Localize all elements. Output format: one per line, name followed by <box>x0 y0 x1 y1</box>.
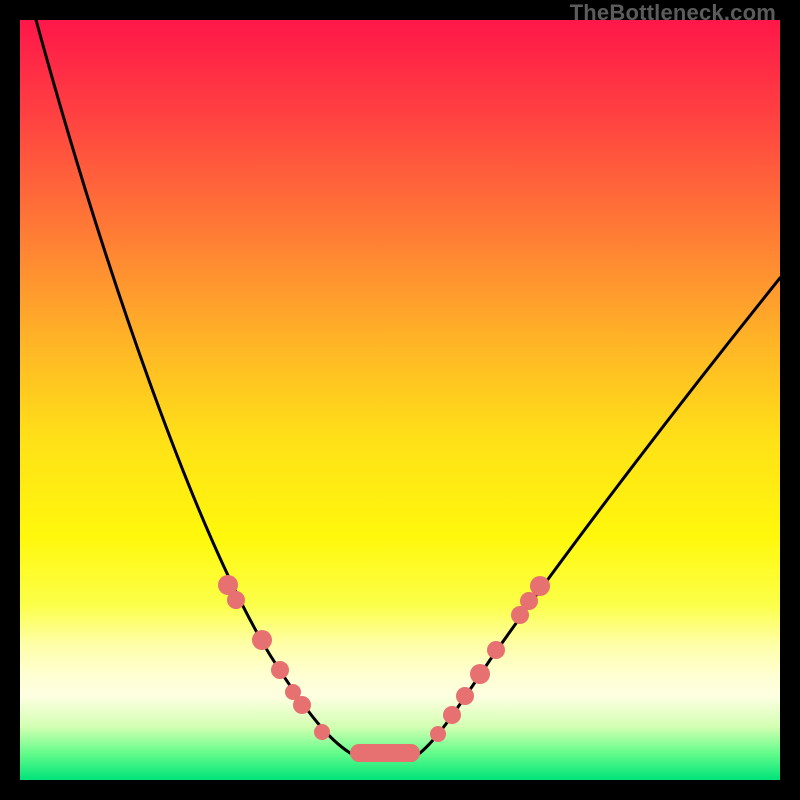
marker-dot <box>443 706 461 724</box>
marker-dot <box>430 726 446 742</box>
marker-dot <box>487 641 505 659</box>
marker-dot <box>293 696 311 714</box>
marker-dot <box>530 576 550 596</box>
marker-dot <box>470 664 490 684</box>
marker-dot <box>227 591 245 609</box>
marker-dot <box>456 687 474 705</box>
frame-left <box>0 0 20 800</box>
plot-area <box>20 20 780 780</box>
chart-container: TheBottleneck.com <box>0 0 800 800</box>
marker-dot <box>271 661 289 679</box>
marker-dot <box>252 630 272 650</box>
frame-bottom <box>0 780 800 800</box>
marker-dot <box>314 724 330 740</box>
frame-right <box>780 0 800 800</box>
curve-layer <box>20 20 780 780</box>
watermark-text: TheBottleneck.com <box>570 0 776 26</box>
curve-left-branch <box>36 20 350 753</box>
valley-plateau <box>350 744 420 762</box>
